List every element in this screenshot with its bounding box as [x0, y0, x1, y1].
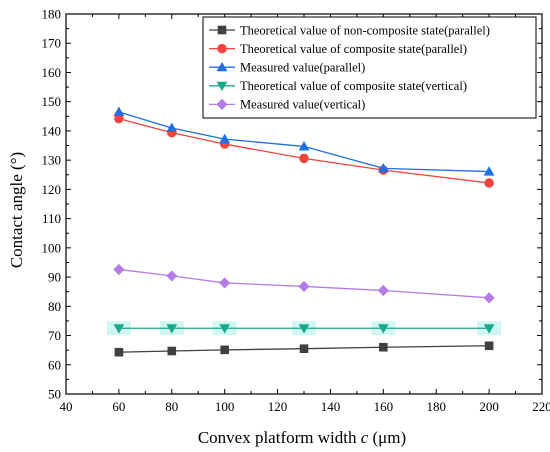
data-point: [167, 346, 177, 356]
data-point: [483, 324, 495, 334]
y-tick-label: 170: [42, 36, 62, 51]
data-point: [113, 106, 125, 116]
data-point: [220, 345, 229, 355]
legend: Theoretical value of non-composite state…: [202, 16, 537, 119]
data-point: [379, 342, 388, 352]
x-axis-title: Convex platform width c (μm): [198, 428, 406, 447]
y-tick-label: 160: [42, 65, 62, 80]
x-tick-label: 60: [112, 399, 125, 414]
y-tick-label: 100: [42, 240, 62, 255]
series-line: [118, 268, 490, 299]
series-4: [113, 324, 495, 334]
legend-marker: [216, 98, 228, 110]
data-point: [298, 141, 310, 151]
x-tick-label: 140: [321, 399, 341, 414]
data-point: [219, 133, 231, 144]
data-point: [484, 341, 494, 351]
y-axis-title: Contact angle (°): [7, 152, 26, 268]
x-tick-label: 160: [374, 399, 394, 414]
data-point: [113, 324, 125, 334]
y-tick-label: 90: [48, 270, 61, 285]
data-point: [219, 324, 231, 334]
data-point: [483, 166, 495, 176]
legend-box: [202, 16, 537, 119]
axes-layer: 40 60 80 100 120 140 160 180 200 220 50 60 70 80 90 100…: [42, 7, 550, 415]
y-tick-label: 50: [48, 387, 61, 402]
y-tick-label: 60: [48, 357, 61, 372]
data-point: [219, 277, 231, 289]
x-axis-title-unit: (μm): [368, 428, 406, 447]
y-tick-label: 140: [42, 123, 62, 138]
y-tick-label: 180: [42, 7, 62, 22]
legend-marker: [217, 43, 227, 54]
y-tick-label: 70: [48, 328, 61, 343]
x-tick-label: 100: [215, 399, 235, 414]
data-point: [484, 178, 494, 188]
series-line: [118, 118, 490, 184]
y-tick-label: 110: [42, 211, 61, 226]
legend-label: Theoretical value of non-composite state…: [240, 23, 490, 37]
y-tick-label: 150: [42, 94, 62, 109]
legend-label: Theoretical value of composite state(par…: [240, 42, 467, 56]
data-point: [483, 292, 495, 304]
data-point: [299, 344, 309, 353]
series-layer: [113, 106, 495, 357]
x-tick-label: 220: [532, 399, 550, 414]
series-line: [118, 345, 490, 353]
series-line: [118, 111, 490, 173]
x-axis-title-main: Convex platform width: [198, 428, 361, 447]
legend-marker: [217, 25, 227, 35]
y-tick-label: 120: [42, 182, 62, 197]
legend-marker: [216, 81, 228, 92]
data-point: [377, 284, 389, 297]
y-tick-label: 130: [42, 153, 62, 168]
data-point: [299, 153, 309, 164]
data-point: [377, 162, 389, 173]
x-tick-label: 40: [60, 399, 73, 414]
data-point: [298, 324, 310, 334]
data-point: [166, 270, 178, 282]
legend-label: Theoretical value of composite state(ver…: [240, 79, 467, 93]
x-tick-label: 180: [426, 399, 446, 414]
series-3: [113, 106, 495, 176]
data-point: [166, 324, 178, 334]
x-tick-label: 200: [479, 399, 499, 414]
legend-label: Measured value(parallel): [240, 61, 365, 75]
data-point: [298, 280, 310, 293]
series-5: [113, 263, 495, 304]
x-tick-label: 80: [165, 399, 178, 414]
series-1: [114, 341, 494, 357]
data-point: [113, 263, 125, 276]
x-tick-label: 120: [268, 399, 288, 414]
data-point: [114, 113, 124, 124]
y-tick-label: 80: [48, 299, 61, 314]
legend-label: Measured value(vertical): [240, 98, 365, 112]
x-axis-title-variable: c: [361, 428, 369, 447]
legend-marker: [216, 61, 228, 72]
data-point: [166, 122, 178, 133]
data-point: [377, 324, 389, 334]
data-point: [114, 347, 124, 357]
